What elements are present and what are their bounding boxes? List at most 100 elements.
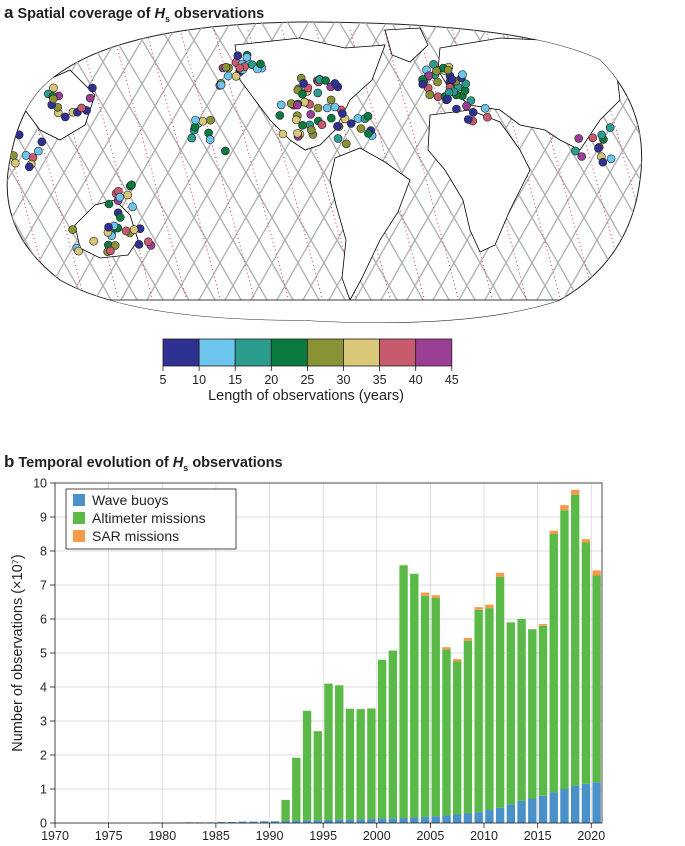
colorbar-tick-label: 25: [300, 373, 314, 387]
buoy-station: [432, 66, 441, 76]
buoy-station: [104, 222, 113, 232]
buoy-station: [452, 104, 461, 114]
colorbar-tick-label: 45: [445, 373, 459, 387]
bar-segment: [313, 820, 322, 823]
legend-swatch: [73, 512, 85, 524]
sar-track: [213, 29, 295, 321]
buoy-station: [123, 190, 132, 200]
buoy-station: [598, 157, 608, 167]
colorbar-tick-label: 10: [192, 373, 206, 387]
buoy-station: [458, 70, 467, 79]
buoy-station: [256, 59, 265, 69]
buoy-station: [74, 246, 83, 256]
bar-segment: [485, 810, 494, 823]
buoy-station: [11, 158, 20, 168]
y-tick-label: 5: [40, 647, 47, 661]
buoy-station: [299, 79, 308, 88]
buoy-station: [597, 130, 607, 140]
buoy-station: [110, 241, 120, 250]
bar-segment: [549, 792, 558, 823]
buoy-station: [278, 129, 288, 139]
bar-segment: [345, 708, 355, 820]
altimeter-track: [519, 22, 642, 323]
bar-segment: [227, 821, 237, 823]
buoy-station: [216, 80, 226, 90]
panel-a-title-post: observations: [169, 6, 265, 22]
sar-track: [247, 29, 329, 321]
buoy-station: [134, 240, 144, 249]
x-tick-label: 1995: [309, 829, 337, 843]
bar-segment: [517, 800, 526, 823]
altimeter-track: [7, 22, 155, 323]
bar-segment: [506, 804, 516, 823]
buoy-station: [418, 79, 428, 89]
legend-box: [65, 488, 237, 550]
buoy-station: [298, 89, 307, 99]
y-axis: 0 1 2 3 4 5 6 7 8 9 10: [33, 477, 55, 831]
bar-segment: [442, 647, 451, 650]
colorbar-tick-label: 40: [409, 373, 423, 387]
buoy-station: [425, 90, 435, 99]
colorbar-swatch: [270, 338, 308, 367]
bar-segment: [431, 816, 440, 823]
buoy-station: [275, 111, 285, 120]
bar-segment: [324, 819, 333, 823]
buoy-station: [37, 137, 47, 147]
buoy-station: [128, 202, 137, 212]
bar-segment: [485, 608, 494, 811]
x-tick-label: 2015: [524, 829, 552, 843]
x-tick-label: 2020: [577, 829, 605, 843]
bar-segment: [367, 708, 376, 819]
colorbar-tick-label: 5: [160, 373, 167, 387]
y-tick-label: 1: [40, 783, 47, 797]
bar-segment: [259, 821, 269, 823]
buoy-station: [221, 62, 231, 72]
sar-track: [145, 29, 227, 321]
buoy-station: [588, 133, 598, 143]
buoy-station: [577, 152, 587, 161]
panel-b-title-pre: Temporal evolution of: [18, 455, 173, 471]
colorbar-tick-label: 30: [337, 373, 351, 387]
buoy-station: [594, 144, 603, 153]
bar-segment: [560, 505, 569, 511]
buoy-station: [221, 146, 230, 156]
panel-a-title: a Spatial coverage of Hs observations: [4, 3, 264, 24]
buoy-station: [48, 94, 58, 104]
bar-segment: [399, 817, 408, 823]
bar-segment: [453, 659, 462, 662]
panel-b-title: b Temporal evolution of Hs observations: [4, 452, 283, 473]
colorbar-label: Length of observations (years): [208, 388, 404, 404]
y-tick-label: 2: [40, 749, 47, 763]
panel-b-title-var: H: [172, 455, 184, 471]
bar-segment: [463, 640, 473, 814]
buoy-station: [313, 88, 323, 98]
sar-track: [111, 29, 193, 321]
buoy-station: [68, 225, 77, 234]
bar-segment: [581, 539, 591, 543]
bar-segment: [528, 629, 537, 799]
buoy-station: [293, 129, 302, 138]
buoy-station: [298, 121, 307, 130]
bar-segment: [571, 494, 580, 786]
buoy-station: [356, 124, 366, 133]
bar-segment: [388, 818, 398, 823]
bar-segment: [474, 607, 483, 610]
bar-segment: [517, 619, 526, 801]
bar-segment: [463, 638, 473, 641]
bar-segment: [270, 821, 280, 823]
bar-segment: [592, 782, 601, 823]
buoy-station: [116, 213, 125, 222]
legend-entry: Wave buoys: [92, 492, 169, 508]
buoy-station: [443, 65, 453, 75]
x-tick-label: 2000: [363, 829, 391, 843]
bar-segment: [549, 534, 558, 793]
legend-entry: SAR missions: [92, 528, 179, 544]
legend-swatch: [73, 530, 85, 542]
buoy-station: [571, 146, 580, 156]
bar-segment: [313, 731, 322, 821]
buoy-station: [89, 236, 98, 246]
panel-a-letter: a: [4, 3, 14, 22]
buoy-station: [233, 51, 243, 61]
x-tick-label: 1975: [95, 829, 123, 843]
sar-track: [43, 29, 125, 321]
